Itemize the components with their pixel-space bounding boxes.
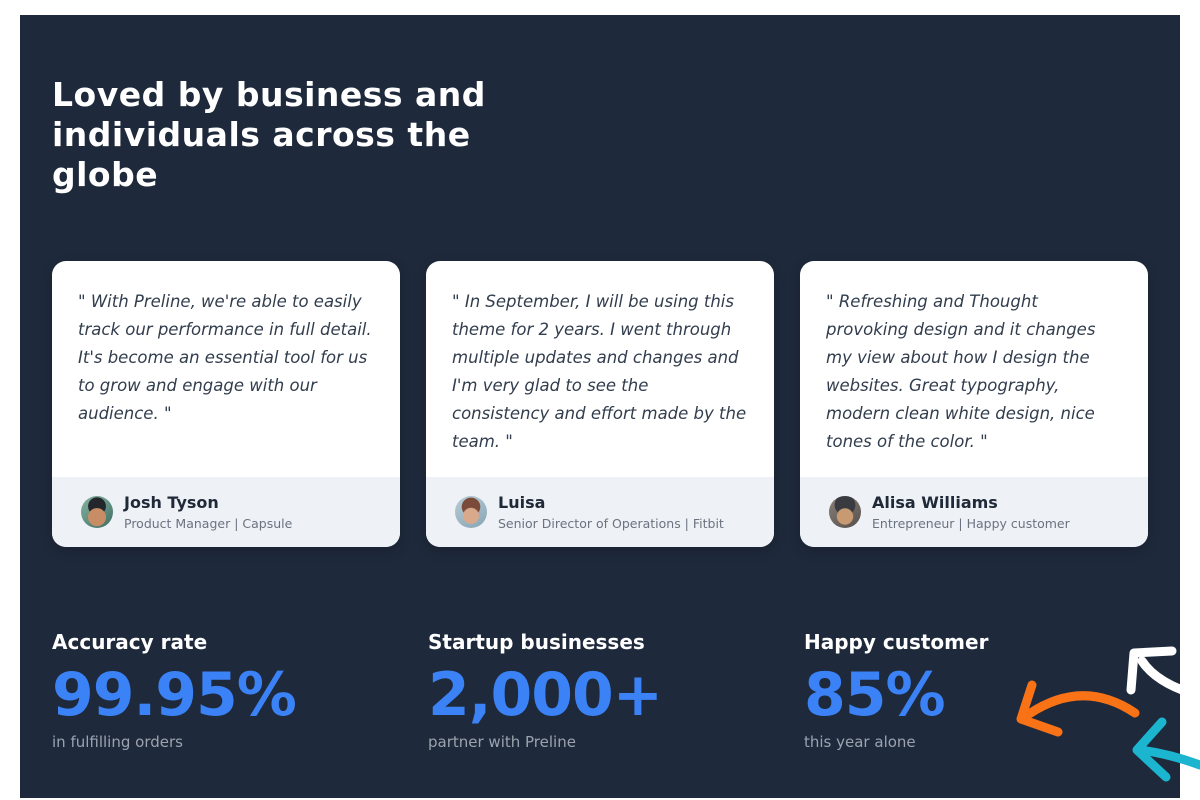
stat-caption: partner with Preline [428, 733, 576, 751]
page-title-line: globe [52, 155, 159, 194]
stat-label: Accuracy rate [52, 630, 208, 654]
page-title: Loved by business and individuals across… [52, 75, 1148, 195]
stat-label: Happy customer [804, 630, 989, 654]
testimonial-card: " In September, I will be using this the… [426, 261, 774, 547]
testimonial-card: " Refreshing and Thought provoking desig… [800, 261, 1148, 547]
stat-startups: Startup businesses 2,000+ partner with P… [428, 630, 804, 752]
testimonial-person: Luisa Senior Director of Operations | Fi… [498, 493, 724, 532]
person-role: Product Manager | Capsule [124, 515, 293, 531]
avatar [829, 496, 861, 528]
person-role: Senior Director of Operations | Fitbit [498, 515, 724, 531]
testimonial-footer: Luisa Senior Director of Operations | Fi… [426, 477, 774, 547]
stats-row: Accuracy rate 99.95% in fulfilling order… [52, 630, 1164, 752]
page-title-line: individuals across the [52, 115, 471, 154]
testimonial-card: " With Preline, we're able to easily tra… [52, 261, 400, 547]
testimonials-section: Loved by business and individuals across… [20, 15, 1180, 798]
testimonial-footer: Josh Tyson Product Manager | Capsule [52, 477, 400, 547]
stat-caption: in fulfilling orders [52, 733, 183, 751]
testimonial-person: Josh Tyson Product Manager | Capsule [124, 493, 292, 532]
stat-value: 99.95% [52, 660, 297, 730]
person-name: Alisa Williams [872, 492, 998, 512]
testimonial-cards: " With Preline, we're able to easily tra… [52, 261, 1148, 547]
page-title-line: Loved by business and [52, 75, 486, 114]
testimonial-quote: " With Preline, we're able to easily tra… [78, 292, 372, 423]
avatar [455, 496, 487, 528]
testimonial-footer: Alisa Williams Entrepreneur | Happy cust… [800, 477, 1148, 547]
avatar [81, 496, 113, 528]
stat-label: Startup businesses [428, 630, 645, 654]
testimonial-quote: " In September, I will be using this the… [452, 292, 747, 451]
person-name: Josh Tyson [124, 492, 219, 512]
stat-happy-customers: Happy customer 85% this year alone [804, 630, 1164, 752]
person-name: Luisa [498, 492, 546, 512]
stat-accuracy: Accuracy rate 99.95% in fulfilling order… [52, 630, 428, 752]
stat-caption: this year alone [804, 733, 916, 751]
testimonial-quote: " Refreshing and Thought provoking desig… [826, 292, 1096, 451]
stat-value: 85% [804, 660, 946, 730]
testimonial-person: Alisa Williams Entrepreneur | Happy cust… [872, 493, 1070, 532]
person-role: Entrepreneur | Happy customer [872, 515, 1070, 531]
stat-value: 2,000+ [428, 660, 663, 730]
